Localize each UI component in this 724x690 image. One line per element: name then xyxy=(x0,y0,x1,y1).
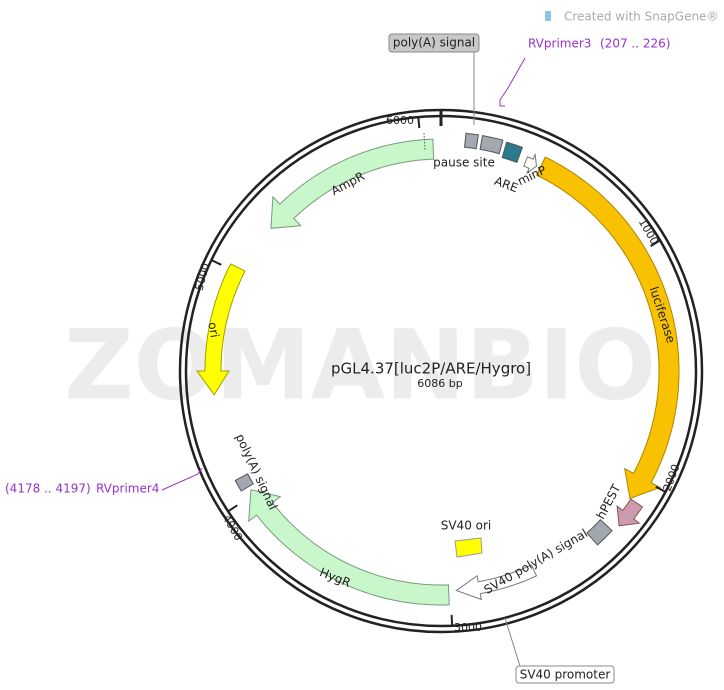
plasmid-size: 6086 bp xyxy=(417,377,462,390)
feature-box xyxy=(454,537,483,558)
feature-box xyxy=(463,132,479,150)
feature-box xyxy=(479,135,504,155)
primer-line xyxy=(161,467,203,491)
feature-arrow xyxy=(523,152,538,175)
logo: Created with SnapGene® xyxy=(545,10,718,24)
callout-box xyxy=(388,33,480,53)
plasmid-name: pGL4.37[luc2P/ARE/Hygro] xyxy=(331,360,531,378)
tick-mark xyxy=(650,240,660,247)
tick-label: 6000 xyxy=(386,114,414,127)
tick-mark xyxy=(655,485,666,493)
feature-arrow xyxy=(616,498,644,527)
feature-box xyxy=(234,473,254,492)
primer-line xyxy=(499,57,526,107)
watermark: ZOMANBIO xyxy=(64,309,656,421)
logo-text: Created with SnapGene® xyxy=(564,10,718,24)
feature-arrow xyxy=(248,489,450,606)
feature-label: SV40 ori xyxy=(441,519,492,533)
callout-box xyxy=(515,665,615,684)
tick-mark xyxy=(450,614,454,625)
feature-arrow xyxy=(535,156,680,500)
feature-label: pause site xyxy=(433,156,495,170)
tick-mark xyxy=(417,117,421,129)
primer-label: RVprimer3 xyxy=(528,37,591,51)
callout-line xyxy=(504,617,521,667)
feature-arrow xyxy=(196,263,246,396)
feature-arrow xyxy=(270,138,435,229)
primer-range: (4178 .. 4197) xyxy=(5,482,91,496)
primer-range: (207 .. 226) xyxy=(600,37,670,51)
logo-icon xyxy=(545,11,551,21)
feature-box xyxy=(586,518,613,546)
feature-label: ori xyxy=(205,321,221,339)
feature-label: SV40 poly(A) signal xyxy=(482,526,590,597)
callout-label: SV40 promoter xyxy=(520,668,611,682)
tick-mark xyxy=(211,259,222,266)
feature-arrow xyxy=(455,564,538,601)
tick-label: 5000 xyxy=(193,262,213,292)
tick-label: 3000 xyxy=(454,621,482,634)
tick-mark xyxy=(228,504,238,512)
feature-box xyxy=(501,141,524,164)
primer-label: RVprimer4 xyxy=(96,482,159,496)
callout-label: poly(A) signal xyxy=(393,36,475,50)
